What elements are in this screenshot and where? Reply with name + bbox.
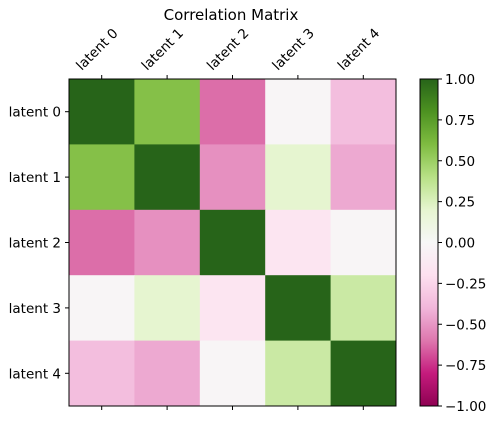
colorbar-tick-label-2: 0.50 [445,154,475,170]
heatmap-cell-r1-c0 [69,144,135,211]
x-tick-label-4: latent 4 [335,25,383,73]
colorbar-tick-label-0: 1.00 [445,72,475,88]
colorbar-tick-label-7: −0.75 [445,358,486,374]
heatmap-cell-r4-c2 [199,340,266,407]
x-tick-label-2: latent 2 [204,25,252,73]
heatmap-cell-r4-c3 [265,340,332,407]
colorbar-tick-label-3: 0.25 [445,195,475,211]
heatmap-cell-r1-c1 [134,144,201,211]
x-tick-label-3: latent 3 [269,25,317,73]
colorbar-tick-label-1: 0.75 [445,113,475,129]
heatmap-cell-r0-c1 [134,79,201,145]
heatmap-cell-r3-c2 [199,275,266,342]
colorbar-tick-label-8: −1.00 [445,399,486,415]
heatmap-cell-r1-c2 [199,144,266,211]
heatmap-cells [69,79,397,407]
heatmap-cell-r2-c1 [134,209,201,276]
heatmap-cell-r2-c3 [265,209,332,276]
x-tick-label-0: latent 0 [73,25,121,73]
heatmap-cell-r0-c2 [199,79,266,145]
heatmap-cell-r0-c3 [265,79,332,145]
heatmap-cell-r0-c0 [69,79,135,145]
colorbar-tick-label-5: −0.25 [445,276,486,292]
y-tick-label-4: latent 4 [9,366,61,382]
heatmap-cell-r2-c4 [330,209,397,276]
heatmap-cell-r1-c3 [265,144,332,211]
heatmap-cell-r2-c2 [199,209,266,276]
y-tick-label-2: latent 2 [9,236,61,252]
colorbar-gradient-bar [419,78,439,407]
heatmap-cell-r4-c0 [69,340,135,407]
heatmap-cell-r4-c4 [330,340,397,407]
y-tick-label-0: latent 0 [9,105,61,121]
x-tick-label-1: latent 1 [139,25,187,73]
heatmap-cell-r4-c1 [134,340,201,407]
y-axis-tick-labels: latent 0 latent 1 latent 2 latent 3 latent 4 [9,105,61,383]
y-tick-label-1: latent 1 [9,170,61,186]
y-tick-label-3: latent 3 [9,301,61,317]
chart-title: Correlation Matrix [164,6,299,24]
heatmap-axes [65,75,397,410]
heatmap-cell-r3-c3 [265,275,332,342]
heatmap-cell-r2-c0 [69,209,135,276]
heatmap-cell-r1-c4 [330,144,397,211]
heatmap-cell-r3-c4 [330,275,397,342]
x-axis-tick-labels: latent 0 latent 1 latent 2 latent 3 latent 4 [73,25,383,73]
colorbar: 1.00 0.75 0.50 0.25 0.00 −0.25 −0.50 −0.75 −1.00 [419,72,486,415]
heatmap-cell-r3-c0 [69,275,135,342]
colorbar-tick-label-6: −0.50 [445,317,486,333]
colorbar-tick-label-4: 0.00 [445,236,475,252]
heatmap-cell-r0-c4 [330,79,397,145]
heatmap-cell-r3-c1 [134,275,201,342]
